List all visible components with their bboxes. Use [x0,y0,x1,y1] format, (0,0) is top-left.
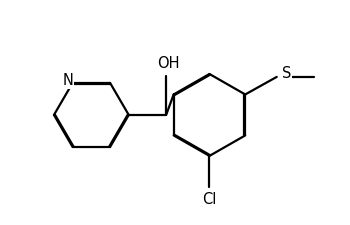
Text: OH: OH [157,56,179,71]
Text: N: N [62,73,73,88]
Text: S: S [282,66,291,81]
Text: Cl: Cl [202,192,217,207]
